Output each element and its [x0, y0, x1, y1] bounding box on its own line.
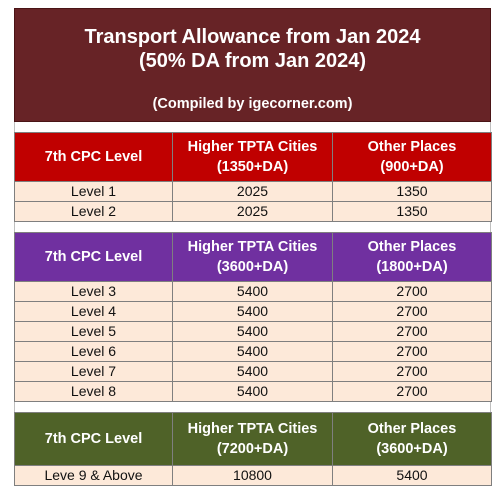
level-cell: Level 6 [14, 341, 173, 362]
other-amount-cell: 2700 [332, 361, 492, 382]
header-higher-label: Higher TPTA Cities [187, 139, 318, 155]
section-spacer [14, 402, 491, 412]
higher-amount-cell: 2025 [172, 201, 333, 222]
higher-amount-cell: 5400 [172, 341, 333, 362]
title-block: Transport Allowance from Jan 2024 (50% D… [14, 8, 491, 122]
header-higher-label: Higher TPTA Cities [187, 239, 318, 255]
section-table-level-9-above: 7th CPC Level Higher TPTA Cities (7200+D… [14, 412, 492, 486]
header-other-label: Other Places [367, 421, 457, 437]
level-cell: Level 5 [14, 321, 173, 342]
header-level: 7th CPC Level [14, 132, 173, 182]
section-header-row: 7th CPC Level Higher TPTA Cities (1350+D… [14, 132, 492, 182]
header-higher-rate: (3600+DA) [216, 259, 289, 275]
header-other-rate: (1800+DA) [376, 259, 448, 275]
header-other-places: Other Places (900+DA) [332, 132, 492, 182]
page-title: Transport Allowance from Jan 2024 [84, 26, 421, 48]
header-higher-label: Higher TPTA Cities [187, 421, 318, 437]
compiled-by-note: (Compiled by igecorner.com) [152, 96, 353, 112]
ta-sheet: Transport Allowance from Jan 2024 (50% D… [14, 8, 492, 486]
page-subtitle: (50% DA from Jan 2024) [138, 50, 367, 72]
section-spacer [14, 122, 491, 132]
higher-amount-cell: 5400 [172, 361, 333, 382]
higher-amount-cell: 5400 [172, 321, 333, 342]
table-row: Level 5 5400 2700 [14, 321, 492, 342]
table-row: Level 4 5400 2700 [14, 301, 492, 322]
higher-amount-cell: 10800 [172, 465, 333, 486]
other-amount-cell: 2700 [332, 301, 492, 322]
level-cell: Level 2 [14, 201, 173, 222]
section-table-levels-3-8: 7th CPC Level Higher TPTA Cities (3600+D… [14, 232, 492, 402]
higher-amount-cell: 2025 [172, 181, 333, 202]
table-row: Level 8 5400 2700 [14, 381, 492, 402]
other-amount-cell: 5400 [332, 465, 492, 486]
level-cell: Level 7 [14, 361, 173, 382]
section-header-row: 7th CPC Level Higher TPTA Cities (3600+D… [14, 232, 492, 282]
header-higher-tpta: Higher TPTA Cities (1350+DA) [172, 132, 333, 182]
other-amount-cell: 1350 [332, 181, 492, 202]
level-cell: Level 4 [14, 301, 173, 322]
other-amount-cell: 1350 [332, 201, 492, 222]
header-other-places: Other Places (3600+DA) [332, 412, 492, 466]
table-row: Level 1 2025 1350 [14, 181, 492, 202]
other-amount-cell: 2700 [332, 381, 492, 402]
other-amount-cell: 2700 [332, 341, 492, 362]
higher-amount-cell: 5400 [172, 281, 333, 302]
level-cell: Leve 9 & Above [14, 465, 173, 486]
higher-amount-cell: 5400 [172, 381, 333, 402]
header-other-label: Other Places [367, 239, 457, 255]
header-level: 7th CPC Level [14, 412, 173, 466]
table-row: Level 7 5400 2700 [14, 361, 492, 382]
header-other-rate: (3600+DA) [376, 441, 448, 457]
other-amount-cell: 2700 [332, 281, 492, 302]
level-cell: Level 1 [14, 181, 173, 202]
header-higher-rate: (7200+DA) [216, 441, 289, 457]
header-higher-tpta: Higher TPTA Cities (3600+DA) [172, 232, 333, 282]
higher-amount-cell: 5400 [172, 301, 333, 322]
header-higher-tpta: Higher TPTA Cities (7200+DA) [172, 412, 333, 466]
other-amount-cell: 2700 [332, 321, 492, 342]
section-spacer [14, 222, 491, 232]
header-other-places: Other Places (1800+DA) [332, 232, 492, 282]
table-row: Level 3 5400 2700 [14, 281, 492, 302]
section-header-row: 7th CPC Level Higher TPTA Cities (7200+D… [14, 412, 492, 466]
table-row: Level 6 5400 2700 [14, 341, 492, 362]
header-higher-rate: (1350+DA) [216, 159, 289, 175]
level-cell: Level 3 [14, 281, 173, 302]
header-other-label: Other Places [367, 139, 457, 155]
section-table-levels-1-2: 7th CPC Level Higher TPTA Cities (1350+D… [14, 132, 492, 222]
level-cell: Level 8 [14, 381, 173, 402]
table-row: Leve 9 & Above 10800 5400 [14, 465, 492, 486]
table-row: Level 2 2025 1350 [14, 201, 492, 222]
header-other-rate: (900+DA) [380, 159, 444, 175]
header-level: 7th CPC Level [14, 232, 173, 282]
